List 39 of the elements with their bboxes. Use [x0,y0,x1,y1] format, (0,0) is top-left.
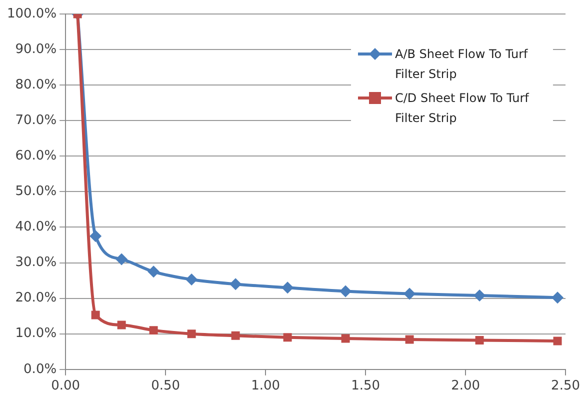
legend-label: C/D Sheet Flow To Turf Filter Strip [395,90,530,127]
point [404,288,416,300]
y-tick-label: 80.0% [15,77,57,92]
y-tick-label: 100.0% [6,6,57,22]
point [231,331,240,340]
point [116,253,128,266]
point [553,336,562,346]
y-tick-label: 50.0% [15,184,57,200]
point [230,278,242,290]
x-tick-label: 0.50 [151,378,180,394]
legend-label: A/B Sheet Flow To Turf Filter Strip [395,46,529,83]
point [91,310,100,320]
y-tick-label: 60.0% [15,148,57,164]
point [149,326,158,335]
point [148,266,160,278]
y-tick-label: 10.0% [15,326,57,342]
point [475,336,484,344]
y-tick-label: 30.0% [15,255,57,270]
x-tick-label: 2.50 [551,378,580,394]
y-tick-label: 90.0% [15,42,57,57]
x-tick-label: 2.00 [451,378,480,394]
y-tick-label: 0.0% [24,362,57,377]
point [117,320,126,330]
point [90,230,102,242]
point [552,292,564,304]
point [282,282,294,294]
point [341,334,350,343]
point [340,285,352,298]
y-tick-label: 20.0% [15,290,57,306]
y-tick-label: 40.0% [15,220,57,235]
point [474,289,486,302]
y-tick-label: 70.0% [15,112,57,128]
x-tick-label: 1.50 [351,378,380,394]
x-tick-label: 0.00 [51,378,80,394]
point [283,333,292,342]
point [186,273,198,286]
point [187,330,196,338]
point [405,335,414,344]
x-tick-label: 1.00 [251,378,280,394]
